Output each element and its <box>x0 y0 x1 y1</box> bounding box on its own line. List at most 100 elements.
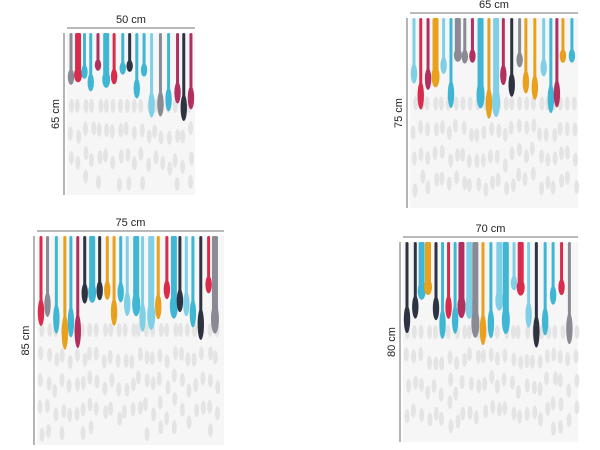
pattern-shape <box>468 127 474 142</box>
pattern-shape <box>404 409 410 424</box>
utensil-handle <box>487 18 491 95</box>
utensil-handle <box>158 33 162 97</box>
pattern-shape <box>87 323 93 338</box>
pattern-shape <box>496 123 502 138</box>
pattern-shape <box>207 399 213 414</box>
pattern-shape <box>502 401 508 416</box>
pattern-shape <box>96 175 102 190</box>
pattern-shape <box>124 98 130 113</box>
utensil-handle <box>83 236 87 288</box>
pattern-shape <box>108 323 114 338</box>
pattern-shape <box>123 353 129 368</box>
pattern-shape <box>553 371 559 386</box>
utensil-head <box>487 308 495 339</box>
utensil-handle <box>135 33 139 83</box>
pattern-shape <box>564 170 570 185</box>
pattern-shape <box>496 402 502 417</box>
pattern-shape <box>550 396 556 411</box>
pattern-shape <box>525 325 531 339</box>
utensil-head <box>67 69 75 85</box>
pattern-shape <box>80 425 86 440</box>
utensil-handle <box>133 236 140 298</box>
utensil-head <box>147 301 156 330</box>
pattern-shape <box>74 98 80 113</box>
pattern-shape <box>87 370 93 385</box>
pattern-shape <box>418 325 424 339</box>
pattern-shape <box>511 406 517 421</box>
utensil-head <box>495 289 504 311</box>
utensil-handle <box>453 242 457 312</box>
pattern-shape <box>524 354 530 369</box>
pattern-shape <box>117 98 123 113</box>
pattern-shape <box>144 373 150 388</box>
pattern-shape <box>552 127 558 142</box>
utensil-head <box>119 61 126 75</box>
utensil-head <box>516 52 523 68</box>
pattern-shape <box>480 153 486 168</box>
width-label: 50 cm <box>116 14 146 26</box>
pattern-shape <box>158 130 164 145</box>
utensil-handle <box>103 33 110 75</box>
pattern-shape <box>538 412 544 427</box>
pattern-shape <box>215 380 221 395</box>
utensil-head <box>479 313 487 346</box>
pattern-shape <box>524 378 530 393</box>
pattern-shape <box>504 181 510 196</box>
pattern-shape <box>146 157 152 172</box>
utensil-handle <box>89 33 93 78</box>
pattern-shape <box>186 383 192 398</box>
pattern-shape <box>59 426 65 441</box>
pattern-shape <box>454 356 460 371</box>
utensil-head <box>155 293 162 320</box>
pattern-shape <box>501 372 507 387</box>
utensil-handle <box>518 18 522 56</box>
pattern-shape <box>537 382 543 397</box>
utensil-head <box>465 295 474 319</box>
pattern-shape <box>455 414 461 429</box>
utensil-handle <box>170 236 177 299</box>
utensil-head <box>566 313 573 345</box>
pattern-shape <box>516 119 522 134</box>
pattern-shape <box>193 378 199 393</box>
pattern-shape <box>83 169 89 184</box>
pattern-shape <box>179 346 185 361</box>
pattern-shape <box>495 173 501 188</box>
utensil-head <box>417 282 426 300</box>
pattern-shape <box>446 176 452 191</box>
utensil-head <box>522 70 530 94</box>
pattern-shape <box>517 409 523 424</box>
pattern-shape <box>53 407 59 422</box>
pattern-shape <box>75 155 81 170</box>
utensil-head <box>431 66 440 88</box>
utensil-handle <box>119 236 123 287</box>
pattern-shape <box>180 129 186 144</box>
utensil-head <box>531 74 539 100</box>
utensil-head <box>169 293 178 319</box>
pattern-shape <box>104 123 110 138</box>
pattern-shape <box>466 325 472 339</box>
pattern-shape <box>572 152 578 167</box>
pattern-shape <box>102 148 108 163</box>
pattern-shape <box>517 96 523 111</box>
pattern-shape <box>544 349 550 364</box>
utensil-handle <box>472 242 479 315</box>
pattern-shape <box>44 398 50 413</box>
utensil-head <box>132 291 141 317</box>
pattern-shape <box>59 348 65 363</box>
utensil-handle <box>470 18 474 53</box>
pattern-shape <box>539 149 545 164</box>
pattern-shape <box>509 96 515 111</box>
utensil-head <box>197 308 204 340</box>
pattern-shape <box>552 325 558 339</box>
pattern-shape <box>418 347 424 362</box>
utensil-head <box>94 59 102 71</box>
pattern-shape <box>530 96 536 111</box>
pattern-shape <box>108 401 114 416</box>
utensil-handle <box>69 236 73 314</box>
pattern-shape <box>453 96 459 111</box>
utensil-handle <box>405 242 409 312</box>
utensil-handle <box>543 242 547 314</box>
utensil-handle <box>561 18 565 53</box>
pattern-shape <box>544 371 550 386</box>
